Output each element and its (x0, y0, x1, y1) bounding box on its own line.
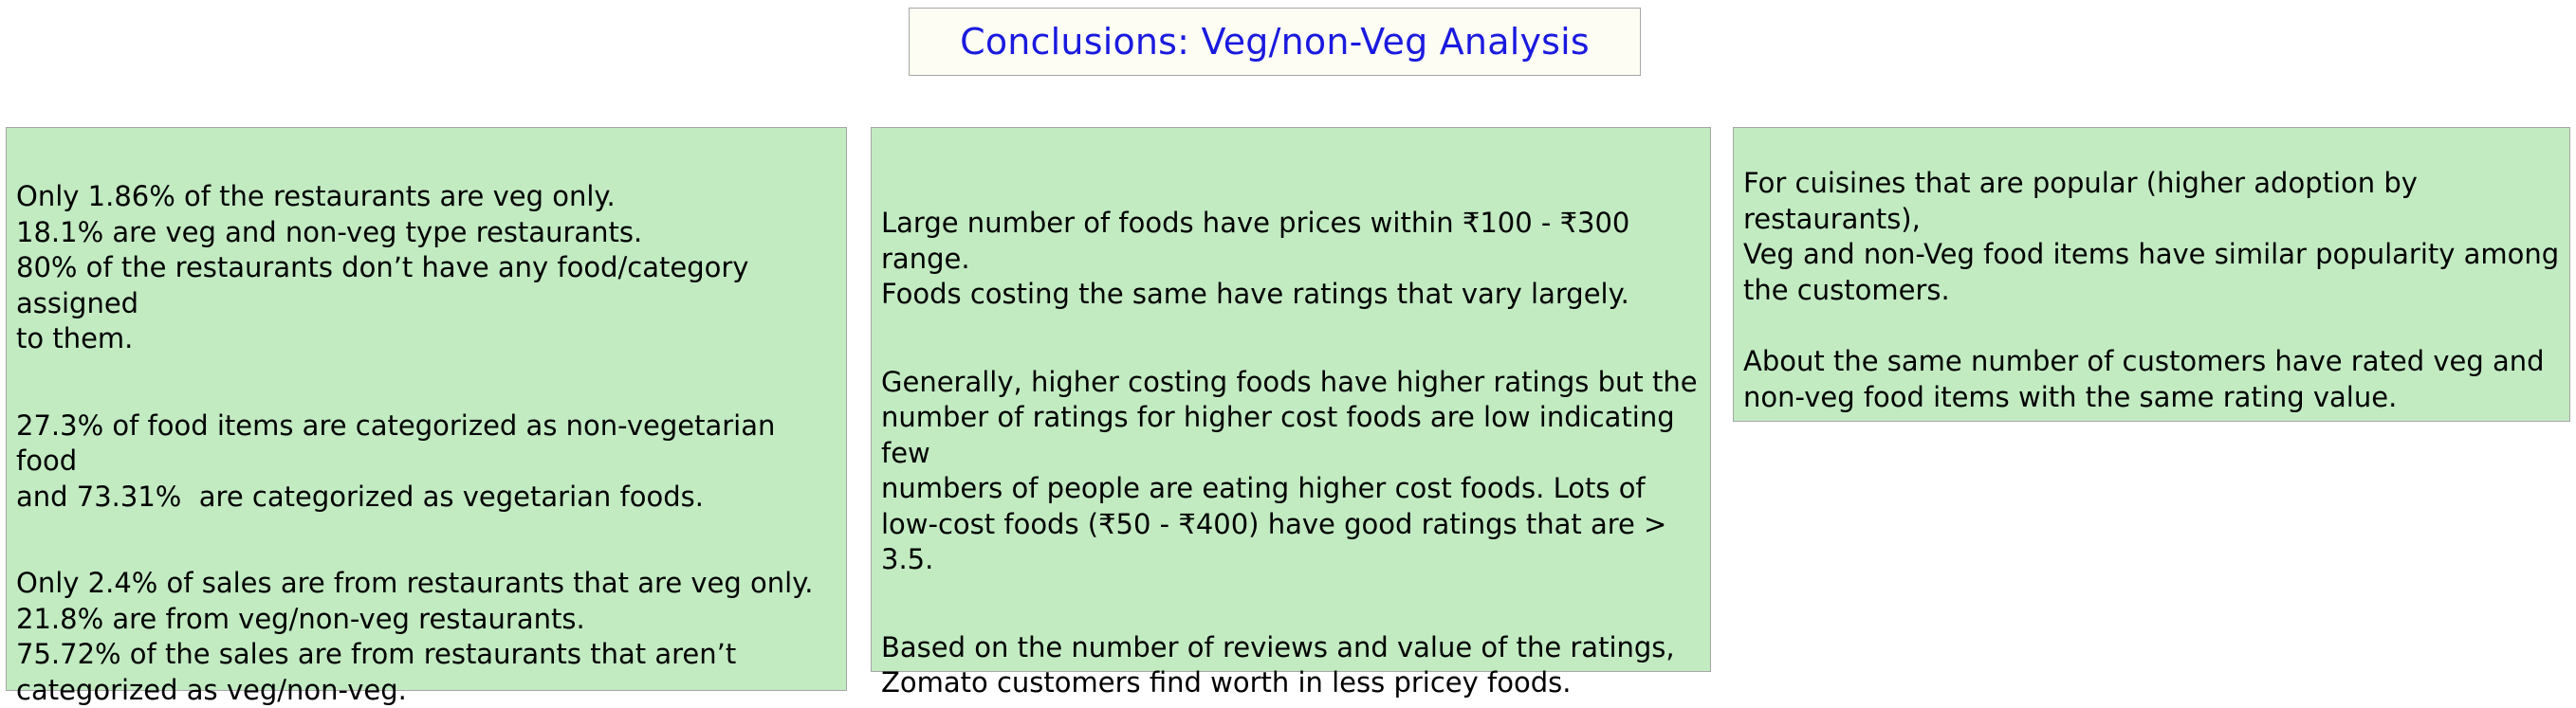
panel-paragraph: Based on the number of reviews and value… (881, 630, 1675, 699)
panel-paragraph: Large number of foods have prices within… (881, 207, 1630, 310)
panel-paragraph: About the same number of customers have … (1743, 345, 2545, 413)
title-box: Conclusions: Veg/non-Veg Analysis (909, 8, 1641, 76)
panel-paragraph: For cuisines that are popular (higher ad… (1743, 167, 2560, 306)
panel-paragraph: Generally, higher costing foods have hig… (881, 365, 1698, 576)
panel-paragraph: Only 2.4% of sales are from restaurants … (16, 567, 814, 706)
panel-paragraph: 27.3% of food items are categorized as n… (16, 408, 776, 513)
conclusion-panel-prices-ratings: Large number of foods have prices within… (871, 127, 1711, 699)
conclusion-panel-restaurants-sales: Only 1.86% of the restaurants are veg on… (6, 127, 847, 706)
page-title: Conclusions: Veg/non-Veg Analysis (960, 21, 1590, 63)
panel-paragraph: Only 1.86% of the restaurants are veg on… (16, 180, 749, 354)
conclusion-panel-cuisines: For cuisines that are popular (higher ad… (1733, 127, 2570, 422)
